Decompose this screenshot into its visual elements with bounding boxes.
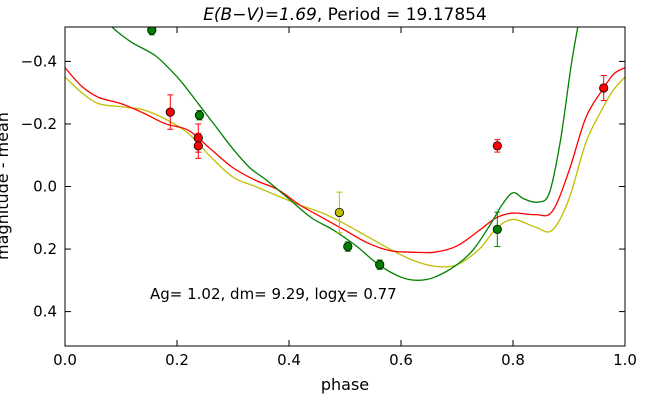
data-point: [165, 107, 175, 117]
y-tick-label: −0.2: [21, 115, 57, 133]
x-axis-title: phase: [321, 375, 369, 394]
x-tick-label: 1.0: [613, 351, 637, 369]
data-points: [147, 27, 609, 270]
data-point: [193, 141, 203, 151]
data-point: [147, 27, 157, 35]
y-tick-label: 0.2: [33, 240, 57, 258]
fit-annotation: Ag= 1.02, dm= 9.29, logχ= 0.77: [150, 285, 397, 303]
y-tick-label: −0.4: [21, 52, 57, 70]
data-point: [343, 241, 353, 252]
x-tick-label: 0.8: [501, 351, 525, 369]
x-axis-ticks: 0.0 0.2 0.4 0.6 0.8 1.0: [53, 27, 637, 369]
data-point: [492, 224, 502, 234]
data-point: [334, 207, 344, 218]
chart-title-period: , Period = 19.17854: [317, 5, 487, 25]
x-tick-label: 0.4: [277, 351, 301, 369]
model-curve-0: [111, 27, 579, 281]
model-curve-2: [65, 76, 625, 268]
model-curve-1: [65, 67, 625, 254]
data-point: [194, 110, 204, 120]
x-tick-label: 0.2: [165, 351, 189, 369]
y-tick-label: 0.4: [33, 303, 57, 321]
model-curves: [65, 27, 625, 281]
x-tick-label: 0.6: [389, 351, 413, 369]
chart-title-math: E(B−V)=1.69: [203, 5, 317, 25]
data-point: [492, 141, 502, 151]
data-point: [375, 260, 385, 270]
y-axis-ticks: −0.4 −0.2 0.0 0.2 0.4: [21, 52, 625, 321]
x-tick-label: 0.0: [53, 351, 77, 369]
data-point: [599, 83, 609, 93]
chart-title: E(B−V)=1.69, Period = 19.17854: [203, 5, 487, 25]
y-tick-label: 0.0: [33, 178, 57, 196]
y-axis-title: magnitude - mean: [0, 112, 12, 260]
